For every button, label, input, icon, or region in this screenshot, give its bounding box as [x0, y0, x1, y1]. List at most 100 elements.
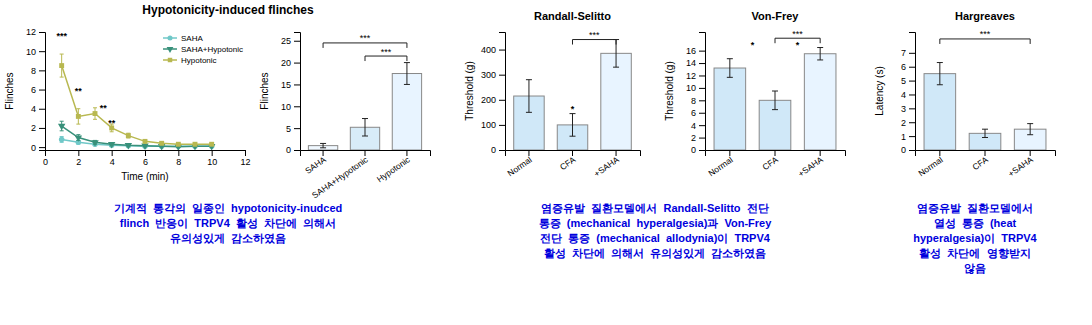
chart-title: Hypotonicity-induced flinches [142, 3, 314, 17]
tick-label: Normal [916, 154, 944, 178]
tick-label: 14 [686, 58, 696, 68]
chart-title: Randall-Selitto [534, 10, 611, 22]
annotation: *** [381, 47, 392, 57]
error-bar [526, 80, 532, 113]
tick-label: 6 [901, 62, 906, 72]
plot-area [308, 63, 421, 150]
tick-label: 12 [26, 27, 36, 37]
bar [601, 53, 631, 150]
tick: Normal [706, 150, 734, 178]
error-bar [93, 108, 97, 120]
tick-label: 4 [110, 157, 115, 167]
error-bar [1027, 124, 1033, 135]
tick-label: 6 [143, 157, 148, 167]
tick: 2 [901, 118, 915, 128]
tick: 0 [31, 143, 45, 153]
tick: 20 [281, 58, 300, 68]
point [93, 111, 98, 116]
point [109, 142, 115, 148]
error-bar [60, 137, 64, 143]
tick: 300 [481, 70, 505, 80]
tick-mark [39, 90, 45, 91]
tick-label: 4 [901, 90, 906, 100]
tick-label: 0 [691, 145, 696, 155]
tick: 2 [691, 133, 705, 143]
point [75, 135, 82, 141]
caption-line: 기계적 통각의 일종인 hypotonicity-inudced [114, 202, 343, 214]
tick: 16 [686, 46, 705, 56]
point [125, 143, 132, 149]
tick-mark [909, 122, 915, 123]
tick-mark [499, 150, 505, 151]
tick-label: 200 [481, 95, 496, 105]
tick: SAHA+Hypotonic [310, 150, 370, 201]
tick: +SAHA [592, 150, 621, 179]
legend-marker [167, 35, 172, 40]
tick-label: 2 [76, 157, 81, 167]
tick-mark [939, 150, 940, 156]
y-axis-title: Flinches [4, 72, 15, 109]
y-axis: 0100200300400 [481, 33, 506, 156]
tick: 10 [26, 47, 45, 57]
point [91, 140, 98, 146]
y-axis: 0510152025 [281, 33, 301, 156]
tick: SAHA [303, 150, 328, 176]
tick: 200 [481, 95, 505, 105]
x-axis-title: Time (min) [121, 171, 168, 182]
tick-mark [729, 150, 730, 156]
tick: CFA [760, 150, 780, 172]
tick-label: 12 [240, 157, 250, 167]
tick: 10 [281, 102, 300, 112]
tick: 0 [691, 145, 705, 155]
tick-label: 10 [26, 47, 36, 57]
chart-panel: 0510152025SAHASAHA+HypotonicHypotonicFli… [259, 33, 431, 201]
tick-mark [499, 125, 505, 126]
tick-label: 3 [901, 104, 906, 114]
tick-mark [1030, 150, 1031, 156]
tick-label: 10 [686, 83, 696, 93]
tick-label: +SAHA [592, 154, 621, 179]
tick: 15 [281, 80, 300, 90]
tick-mark [699, 150, 705, 151]
tick-label: CFA [558, 154, 578, 172]
caption-line: 통증 (mechanical hyperalgesia)과 Von-Frey [539, 217, 773, 229]
tick-mark [699, 138, 705, 139]
tick-mark [294, 128, 300, 129]
tick-mark [909, 53, 915, 54]
point [209, 142, 214, 147]
tick-label: 25 [281, 36, 291, 46]
tick: 5 [901, 76, 915, 86]
tick-label: 15 [281, 80, 291, 90]
tick-label: +SAHA [796, 154, 825, 179]
tick-mark [499, 75, 505, 76]
tick-mark [699, 88, 705, 89]
caption-line: flinch 반응이 TRPV4 활성 차단에 의해서 [120, 217, 336, 229]
tick-label: 0 [491, 145, 496, 155]
tick: 4 [901, 90, 915, 100]
axis-line [699, 33, 706, 151]
tick-mark [112, 150, 113, 156]
point [176, 142, 181, 147]
tick: Normal [506, 150, 534, 178]
annotation: *** [360, 33, 371, 43]
tick: 2 [31, 123, 45, 133]
tick-label: 2 [31, 123, 36, 133]
tick-mark [78, 150, 79, 156]
significance-bracket [573, 40, 617, 45]
tick-mark [528, 150, 529, 156]
annotation: * [571, 104, 575, 114]
point [141, 144, 148, 150]
tick-label: 400 [481, 45, 496, 55]
chart-title: Hargreaves [955, 10, 1015, 22]
tick-mark [499, 100, 505, 101]
significance-bracket [323, 43, 407, 48]
chart-panel: 0246810121416NormalCFA+SAHAThreshold (g)… [664, 10, 846, 179]
tick-mark [45, 150, 46, 156]
tick-mark [572, 150, 573, 156]
annotation: * [751, 40, 755, 50]
tick-mark [39, 70, 45, 71]
annotation: ** [75, 86, 83, 96]
tick-mark [820, 150, 821, 156]
y-axis: 0246810121416 [686, 33, 706, 156]
bar [804, 54, 836, 150]
